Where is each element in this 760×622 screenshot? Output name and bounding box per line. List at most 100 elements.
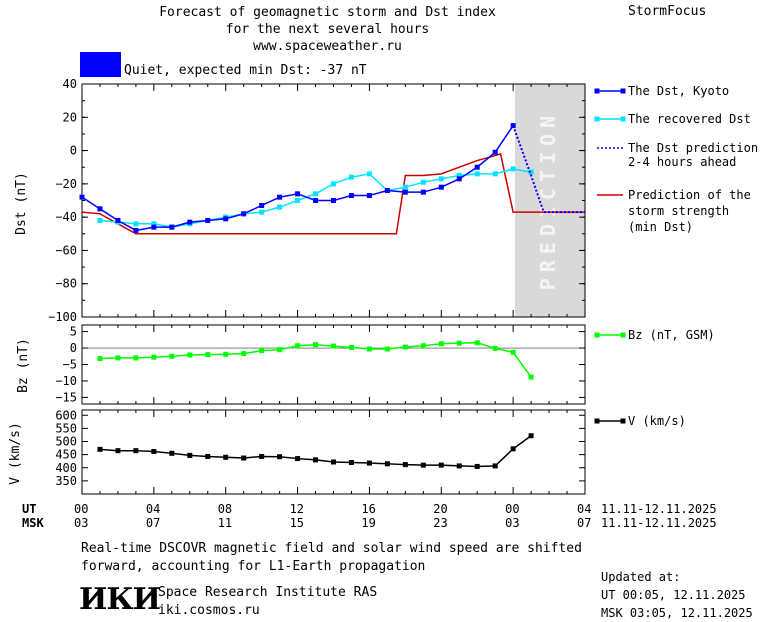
dst-kyoto-point: [205, 217, 211, 223]
iki-logo: ИКИ: [79, 582, 161, 617]
chart-title: Forecast of geomagnetic storm and Dst in…: [159, 5, 496, 20]
bz-point: [438, 341, 444, 347]
dst-kyoto-point: [169, 224, 175, 230]
speed-point: [492, 463, 498, 469]
y-tick-label: −40: [55, 210, 77, 224]
legend-recovered-dst: The recovered Dst: [628, 112, 751, 126]
msk-tick-label: 15: [289, 516, 305, 530]
bz-point: [456, 340, 462, 346]
dst-kyoto-point: [151, 224, 157, 230]
ut-tick-label: 00: [505, 502, 520, 516]
dst-kyoto-point: [384, 188, 390, 194]
ut-tick-label: 16: [361, 502, 376, 516]
updated-ut: UT 00:05, 12.11.2025: [601, 588, 746, 602]
bz-point: [528, 374, 534, 380]
bz-point: [169, 353, 175, 359]
brand-name: StormFocus: [628, 4, 707, 19]
dst-kyoto-point: [402, 189, 408, 195]
speed-point: [438, 462, 444, 468]
ut-tick-label: 08: [217, 502, 233, 516]
status-color-box: [80, 52, 121, 77]
speed-point: [133, 448, 139, 454]
dst-kyoto-point: [187, 219, 193, 225]
speed-point: [313, 457, 319, 463]
speed-point: [366, 460, 372, 466]
dst-kyoto-point: [97, 206, 103, 212]
website-link[interactable]: www.spaceweather.ru: [253, 39, 402, 54]
legend-v: V (km/s): [628, 414, 686, 428]
prediction-zone: [515, 84, 585, 317]
y-tick-label: 500: [55, 435, 77, 449]
msk-tick-label: 07: [145, 516, 161, 530]
y-tick-label: 0: [70, 144, 77, 158]
bz-point: [187, 352, 193, 358]
speed-point: [205, 453, 211, 459]
y-tick-label: 20: [63, 110, 77, 124]
dst-kyoto-point: [438, 184, 444, 190]
prediction-label: PREDICTION: [536, 110, 560, 290]
recovered-dst-point: [510, 166, 516, 172]
institute-url[interactable]: iki.cosmos.ru: [158, 603, 260, 618]
bz-point: [366, 346, 372, 352]
speed-point: [474, 463, 480, 469]
data-note: Real-time DSCOVR magnetic field and sola…: [81, 541, 582, 574]
recovered-dst-point: [313, 191, 319, 197]
dst-kyoto-legend-marker: [620, 88, 626, 94]
speed-point: [241, 455, 247, 461]
bz-point: [97, 356, 103, 362]
bz-point: [277, 347, 283, 353]
institute-name: Space Research Institute RAS: [158, 585, 378, 600]
msk-date-range: 11.11-12.11.2025: [601, 516, 717, 530]
recovered-dst-point: [151, 221, 157, 227]
ut-label: UT: [22, 502, 37, 516]
msk-tick-label: 11: [217, 516, 233, 530]
dst-kyoto-point: [474, 164, 480, 170]
recovered-dst-point: [492, 171, 498, 177]
recovered-dst-point: [402, 184, 408, 190]
legend-dst-prediction: The Dst prediction 2-4 hours ahead: [628, 141, 759, 169]
bz-legend-marker: [594, 332, 600, 338]
recovered-dst-point: [528, 169, 534, 175]
bz-legend-marker: [620, 332, 626, 338]
msk-tick-label: 03: [74, 516, 89, 530]
y-tick-label: 5: [70, 325, 77, 339]
bz-point: [492, 345, 498, 351]
dst-kyoto-point: [366, 193, 372, 199]
speed-point: [223, 454, 229, 460]
speed-point: [187, 452, 193, 458]
bz-point: [384, 346, 390, 352]
ut-tick-label: 04: [577, 502, 592, 516]
speed-point: [277, 454, 283, 460]
recovered-dst-point: [474, 171, 480, 177]
speed-point: [259, 453, 265, 459]
y-tick-label: 550: [55, 421, 77, 435]
speed-legend-marker: [594, 418, 600, 424]
recovered-dst-point: [295, 198, 301, 203]
bz-point: [259, 348, 265, 354]
recovered-dst-point: [97, 217, 103, 223]
speed-point: [115, 448, 121, 454]
dst-kyoto-point: [79, 194, 85, 200]
bz-point: [295, 343, 301, 349]
recovered-dst-point: [348, 174, 354, 180]
bz-axis-label: Bz (nT): [15, 338, 31, 393]
speed-point: [348, 460, 354, 465]
dst-kyoto-point: [259, 202, 265, 208]
dst-kyoto-point: [313, 198, 319, 203]
y-tick-label: 40: [63, 77, 77, 91]
msk-tick-label: 07: [577, 516, 592, 530]
dst-kyoto-point: [115, 217, 121, 223]
speed-point: [510, 446, 516, 452]
msk-tick-label: 19: [361, 516, 376, 530]
y-tick-label: −10: [55, 374, 77, 388]
y-tick-label: 450: [55, 448, 77, 462]
speed-point: [331, 459, 336, 465]
speed-point: [456, 463, 462, 469]
bz-point: [223, 351, 229, 357]
y-tick-label: −20: [55, 177, 77, 191]
bz-point: [474, 340, 480, 346]
dst-kyoto-point: [241, 211, 247, 217]
recovered-dst-point: [438, 176, 444, 182]
y-tick-label: −15: [55, 390, 77, 404]
